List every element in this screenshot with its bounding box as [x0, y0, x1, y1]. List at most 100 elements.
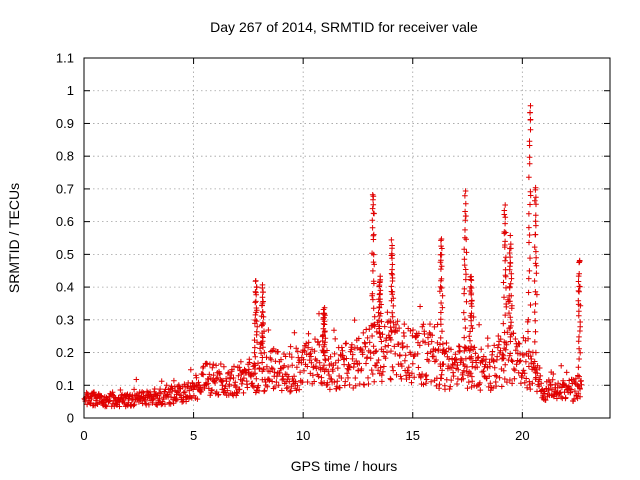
- data-point: [311, 378, 317, 385]
- data-point: [526, 348, 532, 355]
- data-point: [471, 344, 478, 351]
- data-point: [448, 346, 454, 353]
- data-point: [575, 364, 582, 371]
- data-point: [106, 398, 112, 405]
- data-point: [369, 333, 375, 339]
- data-point: [531, 244, 538, 250]
- data-point: [511, 376, 518, 382]
- data-point: [368, 367, 375, 373]
- data-point: [261, 349, 268, 356]
- data-point: [123, 392, 130, 399]
- data-point: [512, 336, 519, 342]
- data-point: [343, 355, 350, 362]
- data-point: [531, 309, 538, 315]
- data-point: [521, 370, 528, 377]
- data-point: [506, 283, 513, 290]
- data-point: [449, 355, 455, 362]
- data-point: [532, 260, 539, 267]
- data-point: [507, 350, 513, 357]
- data-point: [416, 330, 422, 337]
- data-point: [251, 337, 258, 343]
- data-point: [480, 368, 487, 374]
- data-point: [502, 362, 508, 368]
- data-point: [529, 380, 536, 387]
- data-point: [315, 339, 321, 345]
- data-point: [351, 317, 358, 323]
- data-point: [450, 369, 456, 376]
- data-point: [313, 365, 320, 372]
- data-point: [376, 323, 383, 330]
- data-point: [493, 373, 500, 380]
- data-point: [575, 297, 582, 304]
- data-point: [501, 367, 507, 374]
- data-point: [133, 376, 140, 383]
- data-point: [253, 305, 260, 311]
- data-point: [415, 364, 422, 371]
- data-point: [278, 356, 284, 363]
- data-point: [507, 314, 514, 321]
- data-point: [516, 341, 523, 347]
- data-point: [205, 380, 211, 387]
- data-point: [356, 335, 362, 342]
- data-point: [406, 364, 412, 371]
- data-point: [502, 238, 508, 245]
- data-point: [397, 352, 403, 358]
- data-point: [526, 154, 533, 161]
- data-point: [501, 211, 508, 218]
- data-point: [244, 384, 251, 391]
- data-point: [261, 388, 267, 395]
- data-point: [259, 294, 266, 300]
- data-point: [437, 363, 444, 370]
- data-point: [487, 380, 494, 386]
- data-point: [495, 333, 502, 339]
- data-point: [369, 217, 376, 224]
- data-point: [369, 192, 376, 198]
- data-point: [227, 375, 234, 382]
- data-point: [525, 289, 532, 296]
- data-point: [203, 360, 210, 367]
- data-point: [349, 342, 355, 348]
- data-point: [167, 401, 174, 407]
- data-point: [328, 376, 335, 382]
- data-point: [388, 288, 395, 295]
- data-point: [411, 374, 417, 380]
- data-point: [308, 360, 315, 366]
- data-point: [365, 375, 371, 381]
- data-point: [273, 379, 280, 385]
- data-point: [437, 284, 444, 290]
- data-point: [517, 358, 524, 364]
- data-point: [374, 360, 380, 366]
- data-point: [340, 352, 346, 359]
- data-point: [330, 368, 336, 374]
- data-point: [225, 369, 232, 376]
- data-point: [398, 376, 405, 382]
- data-point: [508, 319, 514, 325]
- data-point: [248, 374, 254, 380]
- data-point: [285, 364, 291, 370]
- y-axis-title: SRMTID / TECUs: [6, 183, 22, 293]
- data-point: [491, 342, 497, 349]
- data-point: [571, 396, 577, 402]
- y-tick-label: 1.1: [56, 51, 74, 66]
- data-point: [366, 326, 373, 332]
- data-point: [382, 343, 388, 350]
- chart-title: Day 267 of 2014, SRMTID for receiver val…: [210, 19, 478, 35]
- data-point: [274, 373, 280, 380]
- data-point: [422, 339, 428, 346]
- data-point: [240, 390, 247, 396]
- data-point: [537, 373, 544, 379]
- data-point: [464, 385, 471, 392]
- data-point: [420, 321, 427, 327]
- data-point: [438, 316, 444, 322]
- data-point: [266, 377, 273, 384]
- data-point: [439, 349, 446, 355]
- data-point: [554, 395, 560, 402]
- data-point: [462, 266, 469, 273]
- data-point: [578, 382, 585, 388]
- data-point: [533, 194, 539, 200]
- data-point: [555, 380, 561, 386]
- data-point: [235, 373, 242, 379]
- data-point: [387, 375, 394, 382]
- data-point: [311, 348, 318, 354]
- data-point: [525, 336, 531, 342]
